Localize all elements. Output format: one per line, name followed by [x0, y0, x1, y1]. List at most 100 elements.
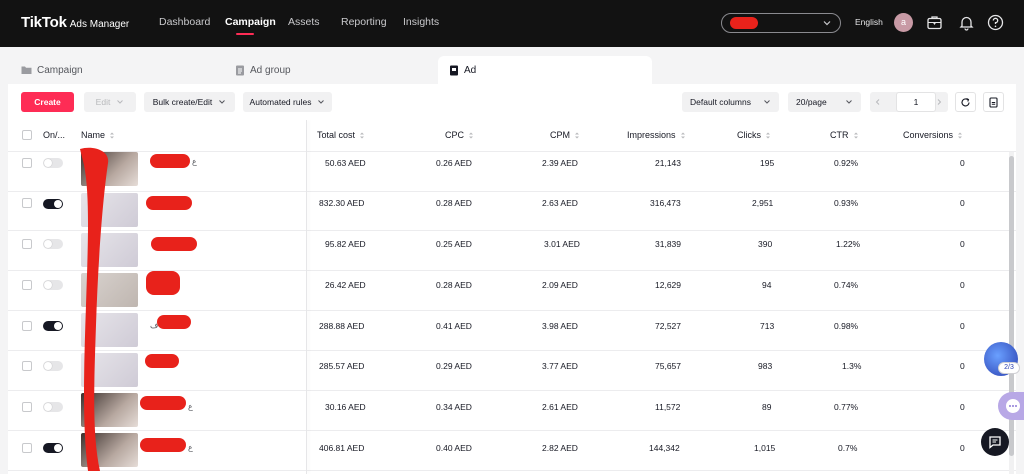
- vertical-scrollbar-thumb[interactable]: [1009, 156, 1014, 456]
- default-columns-label: Default columns: [690, 97, 751, 107]
- status-toggle[interactable]: [43, 280, 63, 290]
- document-icon: [236, 65, 244, 75]
- table-row[interactable]: ف 288.88 AED 0.41 AED 3.98 AED 72,527 71…: [8, 311, 1016, 351]
- tab-campaign[interactable]: Campaign: [21, 56, 83, 84]
- avatar[interactable]: a: [894, 13, 913, 32]
- row-checkbox[interactable]: [22, 402, 32, 412]
- briefcase-icon[interactable]: [926, 14, 943, 31]
- logo-main-text: TikTok: [21, 14, 67, 31]
- page-size-label: 20/page: [796, 97, 827, 107]
- edit-dropdown[interactable]: Edit: [84, 92, 136, 112]
- table-row[interactable]: 832.30 AED 0.28 AED 2.63 AED 316,473 2,9…: [8, 191, 1016, 231]
- row-checkbox[interactable]: [22, 198, 32, 208]
- chevron-right-icon[interactable]: [935, 98, 943, 106]
- table-row[interactable]: ع 50.63 AED 0.26 AED 2.39 AED 21,143 195…: [8, 152, 1016, 192]
- nav-reporting[interactable]: Reporting: [341, 16, 387, 28]
- ad-thumbnail[interactable]: [81, 152, 138, 186]
- header-onoff[interactable]: On/...: [43, 130, 66, 140]
- ad-name-fragment[interactable]: ع: [188, 402, 193, 411]
- cpc-cell: 0.28 AED: [436, 280, 472, 290]
- support-chat-button[interactable]: [981, 428, 1009, 456]
- tiktok-ads-logo[interactable]: TikTok Ads Manager: [21, 14, 129, 31]
- chat-bubble-button[interactable]: [998, 392, 1024, 420]
- table-row[interactable]: 26.42 AED 0.28 AED 2.09 AED 12,629 94 0.…: [8, 271, 1016, 311]
- page-size-dropdown[interactable]: 20/page: [788, 92, 861, 112]
- table-row[interactable]: ع 30.16 AED 0.34 AED 2.61 AED 11,572 89 …: [8, 391, 1016, 431]
- status-toggle[interactable]: [43, 321, 63, 331]
- ctr-cell: 0.93%: [834, 198, 859, 208]
- header-cpc[interactable]: CPC: [445, 130, 474, 140]
- nav-insights[interactable]: Insights: [403, 16, 440, 28]
- status-toggle[interactable]: [43, 361, 63, 371]
- status-toggle[interactable]: [43, 239, 63, 249]
- row-checkbox[interactable]: [22, 321, 32, 331]
- header-impressions[interactable]: Impressions: [627, 130, 686, 140]
- header-clicks[interactable]: Clicks: [737, 130, 771, 140]
- header-conversions[interactable]: Conversions: [903, 130, 963, 140]
- ad-thumbnail[interactable]: [81, 353, 138, 387]
- folder-icon: [21, 66, 32, 74]
- header-name[interactable]: Name: [81, 130, 115, 140]
- ad-thumbnail[interactable]: [81, 273, 138, 307]
- language-switcher[interactable]: English: [855, 17, 883, 27]
- row-checkbox[interactable]: [22, 280, 32, 290]
- header-name-label: Name: [81, 130, 106, 140]
- ad-thumbnail[interactable]: [81, 393, 138, 427]
- tab-ad-label: Ad: [464, 64, 477, 76]
- nav-dashboard[interactable]: Dashboard: [159, 16, 211, 28]
- header-cpm[interactable]: CPM: [550, 130, 580, 140]
- message-icon: [989, 436, 1001, 449]
- nav-assets[interactable]: Assets: [288, 16, 320, 28]
- status-toggle[interactable]: [43, 402, 63, 412]
- header-total-cost[interactable]: Total cost: [317, 130, 365, 140]
- select-all-checkbox[interactable]: [22, 130, 32, 140]
- help-icon[interactable]: [987, 14, 1004, 31]
- ad-name-fragment[interactable]: ع: [188, 443, 193, 452]
- ad-thumbnail[interactable]: [81, 433, 138, 467]
- ad-thumbnail[interactable]: [81, 233, 138, 267]
- account-selector[interactable]: [721, 13, 841, 33]
- account-name-redaction: [730, 17, 758, 29]
- cpc-cell: 0.28 AED: [436, 198, 472, 208]
- status-toggle[interactable]: [43, 158, 63, 168]
- ads-table: On/... Name Total cost CPC CPM Impressio…: [8, 120, 1016, 474]
- table-row[interactable]: 95.82 AED 0.25 AED 3.01 AED 31,839 390 1…: [8, 231, 1016, 271]
- create-button[interactable]: Create: [21, 92, 74, 112]
- impressions-cell: 144,342: [649, 443, 680, 453]
- refresh-button[interactable]: [955, 92, 976, 112]
- cpc-cell: 0.25 AED: [436, 239, 472, 249]
- row-checkbox[interactable]: [22, 443, 32, 453]
- conversions-cell: 0: [960, 321, 965, 331]
- row-checkbox[interactable]: [22, 239, 32, 249]
- ad-name-redaction: [145, 354, 179, 368]
- table-row[interactable]: ع 406.81 AED 0.40 AED 2.82 AED 144,342 1…: [8, 431, 1016, 471]
- chevron-down-icon: [318, 100, 325, 104]
- nav-campaign[interactable]: Campaign: [225, 16, 276, 28]
- status-toggle[interactable]: [43, 199, 63, 209]
- row-checkbox[interactable]: [22, 361, 32, 371]
- tab-ad-group[interactable]: Ad group: [235, 56, 291, 84]
- sort-icon: [853, 132, 858, 138]
- bell-icon[interactable]: [958, 14, 975, 31]
- page-number-input[interactable]: 1: [896, 92, 936, 112]
- row-checkbox[interactable]: [22, 158, 32, 168]
- status-toggle[interactable]: [43, 443, 63, 453]
- conversions-cell: 0: [960, 158, 965, 168]
- ad-thumbnail[interactable]: [81, 193, 138, 227]
- export-button[interactable]: [983, 92, 1004, 112]
- chevron-left-icon[interactable]: [874, 98, 882, 106]
- automated-rules-dropdown[interactable]: Automated rules: [243, 92, 332, 112]
- header-ctr[interactable]: CTR: [830, 130, 859, 140]
- ad-name-fragment[interactable]: ع: [192, 157, 197, 166]
- tab-ad[interactable]: Ad: [438, 56, 652, 84]
- bulk-create-edit-dropdown[interactable]: Bulk create/Edit: [144, 92, 235, 112]
- conversions-cell: 0: [960, 402, 965, 412]
- cpc-cell: 0.34 AED: [436, 402, 472, 412]
- header-ctr-label: CTR: [830, 130, 849, 140]
- ad-name-fragment[interactable]: ف: [150, 321, 159, 330]
- ad-name-redaction: [151, 237, 197, 251]
- default-columns-dropdown[interactable]: Default columns: [682, 92, 779, 112]
- ad-thumbnail[interactable]: [81, 313, 138, 347]
- table-row[interactable]: 285.57 AED 0.29 AED 3.77 AED 75,657 983 …: [8, 351, 1016, 391]
- total-cost-cell: 50.63 AED: [325, 158, 366, 168]
